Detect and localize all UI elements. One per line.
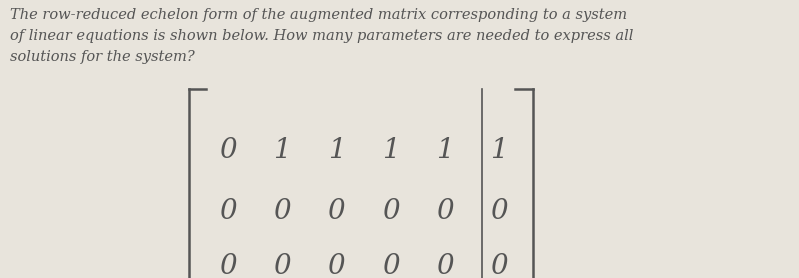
- Text: 0: 0: [219, 198, 237, 225]
- Text: 0: 0: [273, 198, 291, 225]
- Text: 0: 0: [273, 253, 291, 278]
- Text: 1: 1: [491, 136, 508, 164]
- Text: 1: 1: [273, 136, 291, 164]
- Text: 0: 0: [328, 253, 345, 278]
- Text: 0: 0: [491, 253, 508, 278]
- Text: 0: 0: [219, 136, 237, 164]
- Text: 0: 0: [491, 198, 508, 225]
- Text: The row-reduced echelon form of the augmented matrix corresponding to a system
o: The row-reduced echelon form of the augm…: [10, 8, 633, 64]
- Text: 0: 0: [436, 253, 454, 278]
- Text: 1: 1: [382, 136, 400, 164]
- Text: 1: 1: [436, 136, 454, 164]
- Text: 0: 0: [382, 253, 400, 278]
- Text: 0: 0: [382, 198, 400, 225]
- Text: 0: 0: [436, 198, 454, 225]
- Text: 1: 1: [328, 136, 345, 164]
- Text: 0: 0: [219, 253, 237, 278]
- Text: 0: 0: [328, 198, 345, 225]
